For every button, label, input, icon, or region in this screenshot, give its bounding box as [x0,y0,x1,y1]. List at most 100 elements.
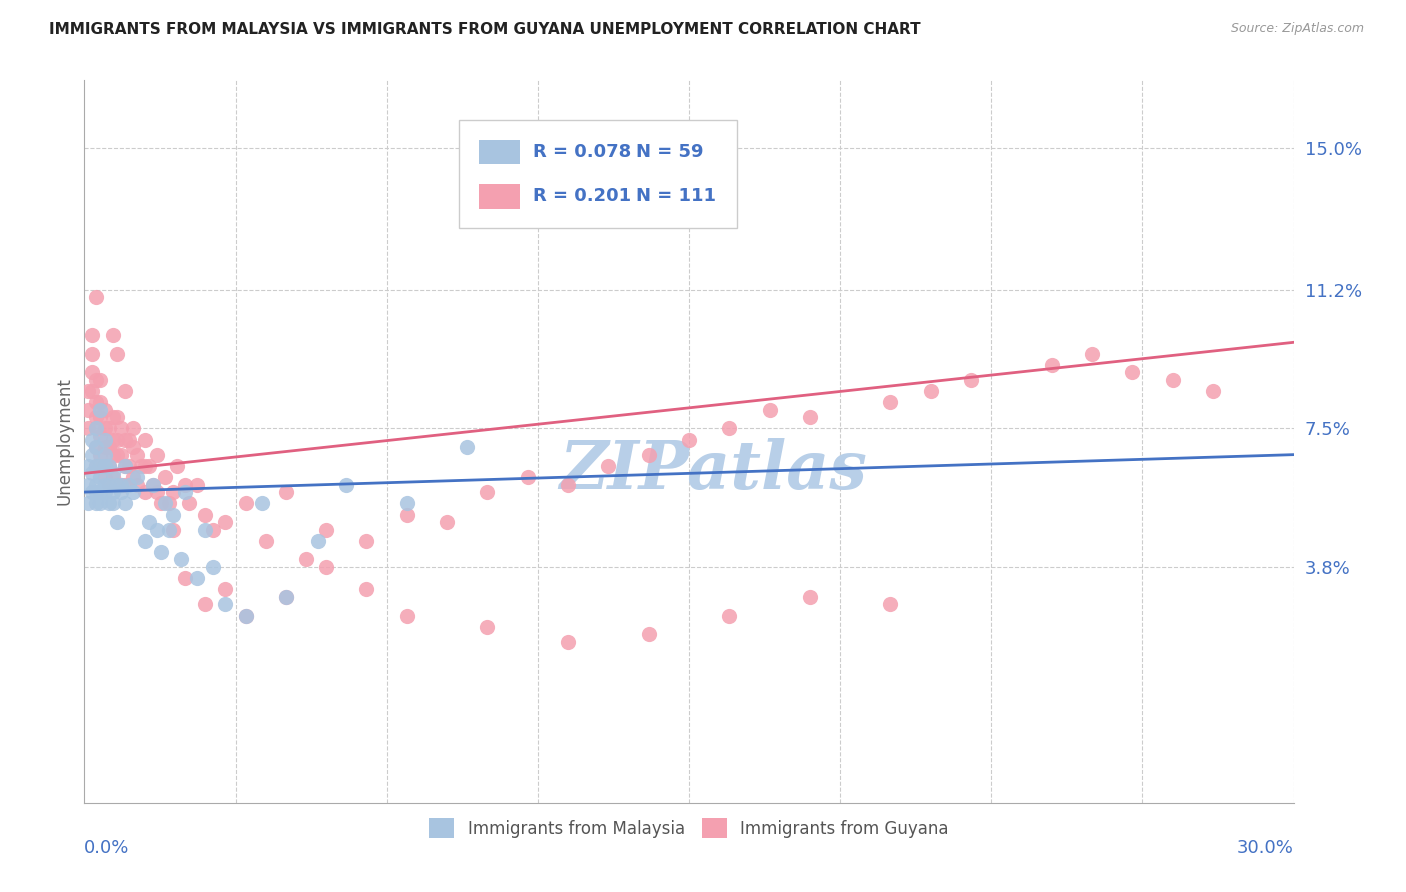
Point [121,470,143,484]
Point [121,421,143,435]
Point [89,448,111,462]
Text: N = 111: N = 111 [636,187,716,205]
Point [138,458,160,473]
Point [114,496,136,510]
Point [110,477,132,491]
Point [557,477,579,491]
Point [214,582,236,597]
Point [89,470,111,484]
Point [149,496,172,510]
Point [295,552,318,566]
Point [134,433,156,447]
Point [174,477,197,491]
Point [77,458,100,473]
Point [93,402,115,417]
Point [879,598,901,612]
Point [250,496,273,510]
Point [125,470,148,484]
Point [77,402,100,417]
Point [93,458,115,473]
Point [138,515,160,529]
Point [93,458,115,473]
Point [82,433,104,447]
Point [194,523,217,537]
Point [97,440,120,454]
Point [477,485,499,500]
Point [114,458,136,473]
Point [960,373,983,387]
Point [114,433,136,447]
Point [179,496,201,510]
Point [89,485,111,500]
Point [82,384,104,398]
Point [93,485,115,500]
Text: ZIPatlas: ZIPatlas [560,438,868,503]
Point [82,346,104,360]
Point [101,327,124,342]
Point [121,440,143,454]
Point [718,608,741,623]
Point [395,496,418,510]
Point [93,448,115,462]
Point [86,458,108,473]
Point [77,421,100,435]
Point [86,373,108,387]
Text: IMMIGRANTS FROM MALAYSIA VS IMMIGRANTS FROM GUYANA UNEMPLOYMENT CORRELATION CHAR: IMMIGRANTS FROM MALAYSIA VS IMMIGRANTS F… [49,22,921,37]
Point [1161,373,1184,387]
Point [89,496,111,510]
Point [125,448,148,462]
Text: 0.0%: 0.0% [84,838,129,857]
Point [93,477,115,491]
Point [879,395,901,409]
Point [758,402,780,417]
Point [557,635,579,649]
Point [101,433,124,447]
Point [166,458,188,473]
FancyBboxPatch shape [478,184,520,209]
Point [1121,365,1143,379]
Text: R = 0.078: R = 0.078 [533,143,631,161]
Point [121,485,143,500]
Point [129,458,152,473]
Point [186,571,208,585]
Point [105,410,128,425]
Point [82,365,104,379]
Point [97,458,120,473]
Point [86,440,108,454]
Point [134,458,156,473]
Point [97,477,120,491]
Legend: Immigrants from Malaysia, Immigrants from Guyana: Immigrants from Malaysia, Immigrants fro… [423,812,955,845]
Point [1040,358,1063,372]
Point [307,533,329,548]
Point [214,598,236,612]
Point [105,448,128,462]
Point [799,590,821,604]
Point [86,410,108,425]
Point [274,590,297,604]
Text: Source: ZipAtlas.com: Source: ZipAtlas.com [1230,22,1364,36]
Point [149,545,172,559]
Point [235,608,257,623]
Point [356,533,378,548]
Point [153,470,176,484]
Point [142,477,165,491]
Point [89,458,111,473]
FancyBboxPatch shape [478,140,520,164]
Point [174,485,197,500]
Point [118,458,141,473]
Point [86,440,108,454]
Point [157,496,180,510]
Point [395,608,418,623]
Point [146,448,169,462]
Point [637,448,659,462]
Point [89,429,111,443]
Point [97,421,120,435]
Point [110,421,132,435]
Point [356,582,378,597]
Point [89,410,111,425]
Point [97,458,120,473]
Point [477,620,499,634]
Point [82,448,104,462]
Point [202,523,225,537]
Text: N = 59: N = 59 [636,143,703,161]
